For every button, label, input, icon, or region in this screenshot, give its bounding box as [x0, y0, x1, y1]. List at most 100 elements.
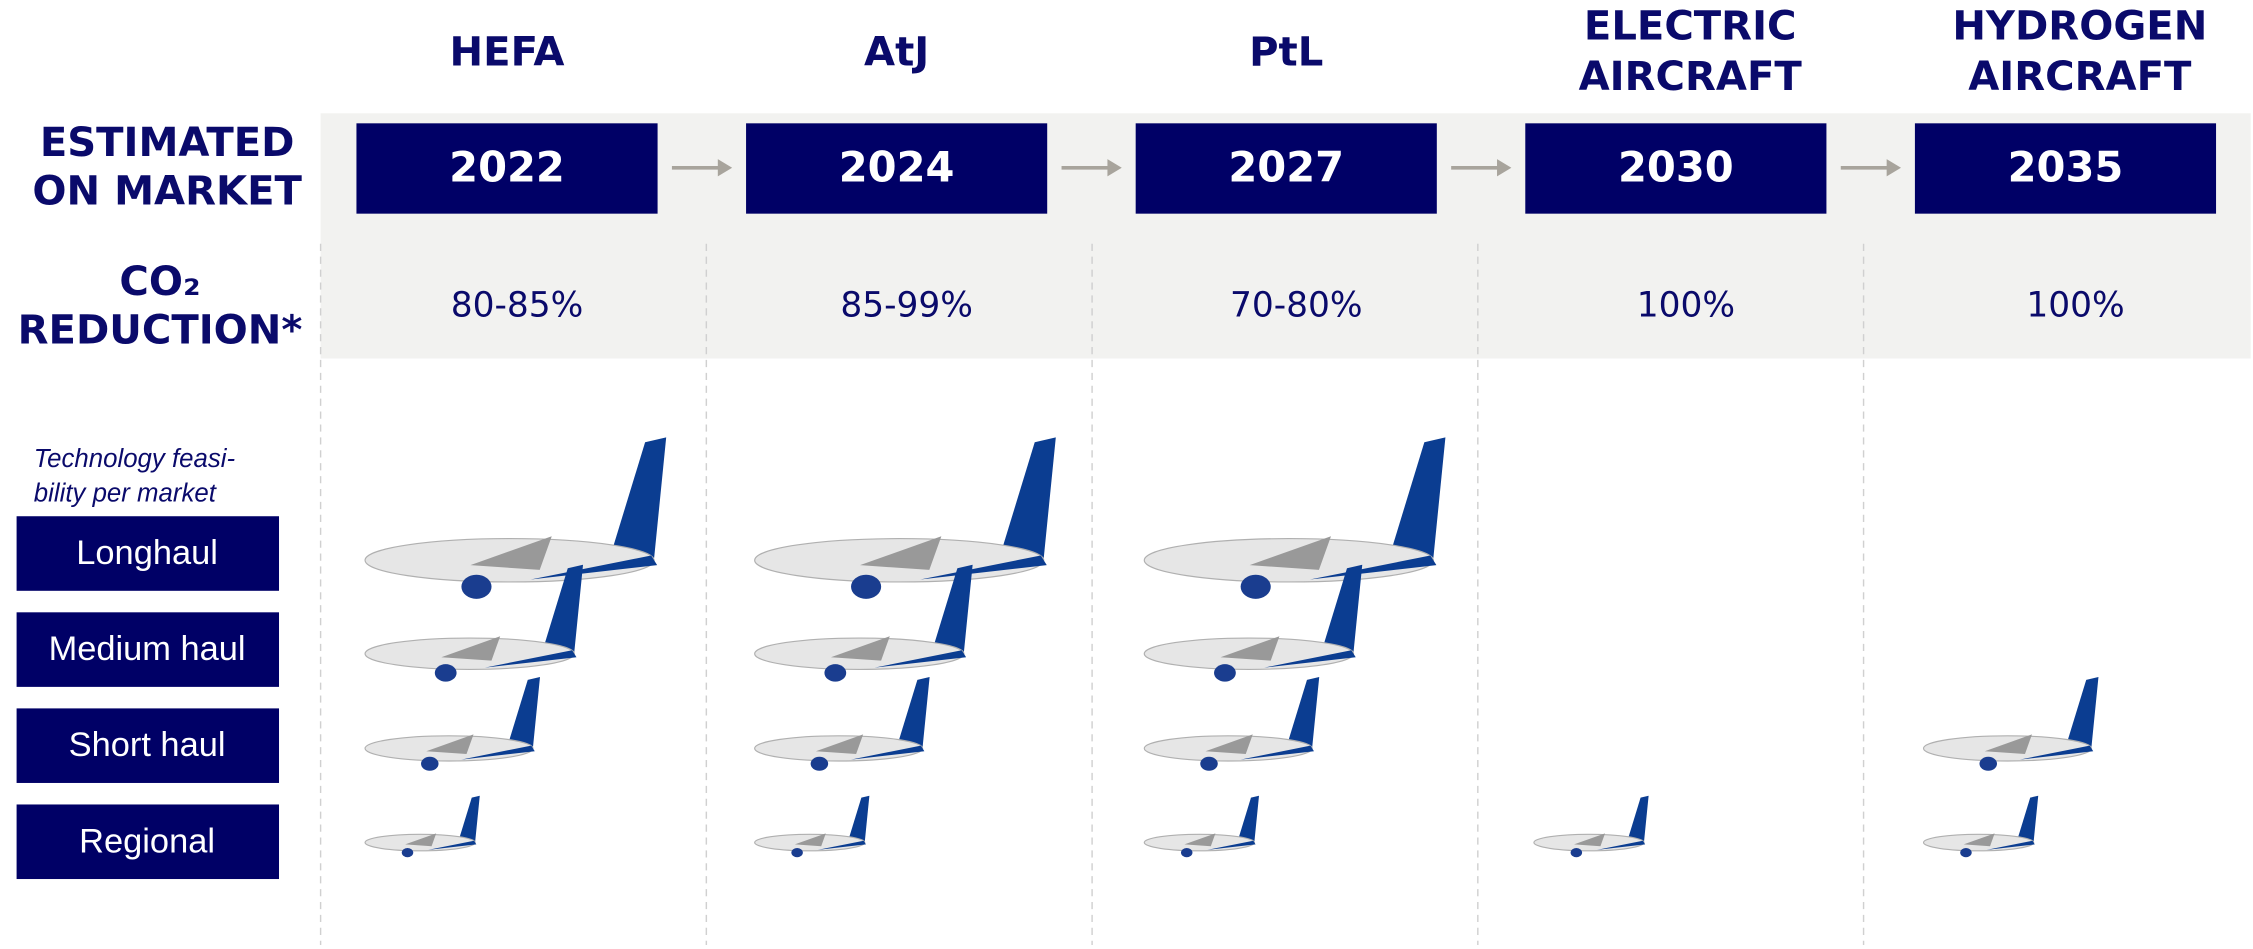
aircraft-belly [1207, 840, 1256, 850]
tech-name: HEFA [450, 29, 565, 75]
aircraft-engine [1570, 848, 1583, 858]
aircraft-engine [810, 756, 829, 771]
aircraft-engine [434, 664, 457, 682]
row-label: REDUCTION* [18, 308, 303, 354]
aircraft-engine [824, 664, 847, 682]
aircraft-belly [2019, 745, 2094, 760]
reduction: 100% [1637, 285, 1735, 325]
aircraft-tail [1287, 677, 1320, 748]
aircraft [754, 677, 930, 771]
reduction: 70-80% [1230, 285, 1363, 325]
arrow-head [1107, 159, 1122, 177]
year-box [1135, 123, 1437, 214]
aircraft-tail [2066, 677, 2099, 748]
aircraft-belly [428, 840, 477, 850]
aircraft-wing [470, 536, 552, 570]
aircraft-wing [830, 636, 890, 661]
aircraft-tail [611, 437, 667, 558]
aircraft-wing [1574, 833, 1606, 847]
aircraft-wing [405, 833, 437, 847]
note: bility per market [34, 480, 218, 508]
aircraft-belly [850, 745, 925, 760]
aircraft-tail [1627, 795, 1649, 842]
aircraft-belly [461, 745, 535, 760]
row-label: CO₂ [119, 259, 200, 305]
aircraft [1922, 677, 2099, 771]
aircraft-wing [794, 833, 826, 847]
year: 2035 [2008, 143, 2124, 192]
aircraft-tail [459, 795, 480, 842]
aircraft-belly [530, 555, 658, 580]
aircraft [1533, 795, 1649, 858]
aircraft [1143, 795, 1260, 858]
aircraft-tail [1238, 795, 1260, 842]
reduction: 80-85% [451, 285, 584, 325]
market-box [16, 612, 280, 687]
tech-name: ELECTRIC [1584, 4, 1797, 50]
aircraft-tail [1391, 437, 1446, 558]
aircraft-belly [484, 650, 577, 668]
reduction: 100% [2026, 285, 2124, 325]
aircraft-wing [1963, 833, 1995, 847]
aircraft [754, 795, 870, 858]
aircraft-engine [1214, 664, 1236, 682]
aircraft-belly [817, 840, 866, 850]
year-box [746, 123, 1048, 214]
aircraft-tail [933, 564, 973, 652]
tech-name: AIRCRAFT [1968, 54, 2192, 100]
arrow-head [1886, 159, 1901, 177]
aircraft-tail [1001, 437, 1056, 558]
year-box [1914, 123, 2217, 214]
tech-name: PtL [1249, 29, 1323, 75]
arrow-head [717, 159, 733, 177]
aircraft-tail [543, 564, 584, 652]
aircraft [754, 437, 1056, 599]
aircraft-wing [1205, 734, 1253, 755]
aircraft-belly [1240, 745, 1314, 760]
aircraft-wing [426, 734, 474, 755]
aircraft-wing [1249, 536, 1331, 570]
tech-name: AIRCRAFT [1579, 54, 1803, 100]
aircraft-engine [851, 574, 882, 599]
year: 2024 [839, 143, 955, 192]
aircraft-belly [1596, 840, 1646, 850]
aircraft-belly [1264, 650, 1356, 668]
year-box [356, 123, 658, 214]
market-label: Longhaul [76, 534, 218, 572]
aircraft [1143, 437, 1446, 599]
row-label: ON MARKET [32, 169, 302, 215]
aircraft [754, 564, 973, 682]
aircraft-belly [920, 555, 1047, 580]
aircraft-belly [1986, 840, 2035, 850]
year-box [1525, 123, 1827, 214]
aircraft-wing [815, 734, 864, 755]
aircraft-tail [508, 677, 540, 748]
aircraft-wing [1184, 833, 1216, 847]
aircraft-tail [848, 795, 870, 842]
note: Technology feasi- [34, 445, 236, 473]
tech-name: AtJ [864, 29, 929, 75]
aircraft-wing [860, 536, 942, 570]
year: 2030 [1618, 143, 1734, 192]
aircraft [364, 564, 584, 682]
aircraft-tail [898, 677, 930, 748]
aircraft-belly [1309, 555, 1437, 580]
aircraft-engine [1240, 574, 1271, 599]
aircraft-engine [401, 848, 414, 858]
market-label: Regional [79, 822, 215, 860]
aircraft [364, 437, 667, 599]
year: 2027 [1228, 143, 1344, 192]
aircraft [1922, 795, 2039, 858]
aircraft-wing [441, 636, 501, 661]
aircraft-wing [1984, 734, 2032, 755]
aircraft-engine [1979, 756, 1997, 771]
aircraft-wing [1220, 636, 1280, 661]
aircraft-engine [1960, 848, 1972, 858]
aircraft [364, 795, 480, 858]
aircraft-engine [461, 574, 492, 599]
aircraft-tail [2017, 795, 2039, 842]
year: 2022 [449, 143, 565, 192]
market-box [16, 516, 280, 591]
aircraft-engine [791, 848, 803, 858]
